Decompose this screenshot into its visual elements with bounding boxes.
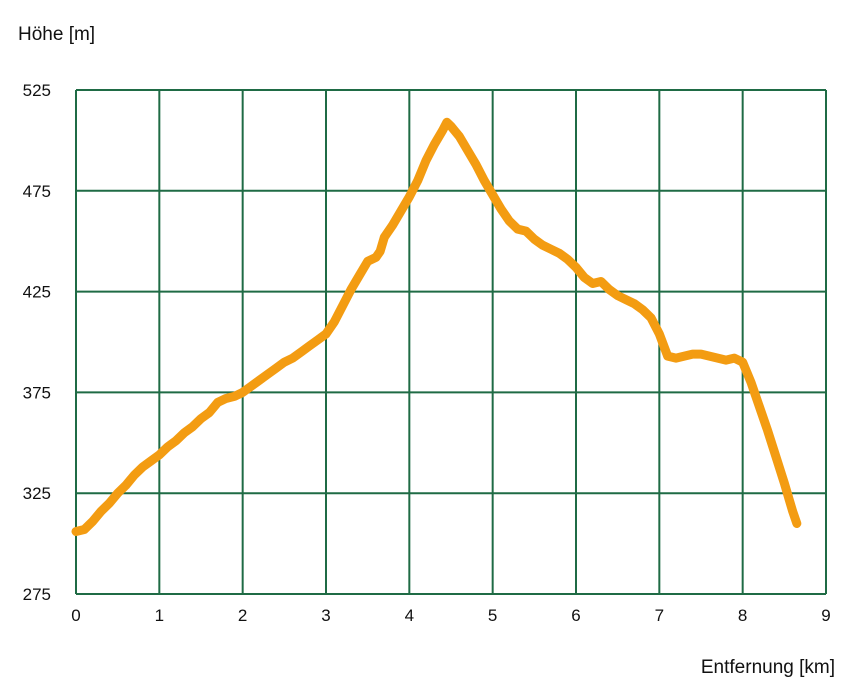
elevation-series-line xyxy=(71,117,802,536)
x-tick-label: 0 xyxy=(71,606,80,625)
x-tick-label: 3 xyxy=(321,606,330,625)
y-tick-label: 275 xyxy=(23,585,51,604)
x-tick-label: 8 xyxy=(738,606,747,625)
y-tick-label: 525 xyxy=(23,81,51,100)
grid-layer xyxy=(75,89,827,595)
x-tick-label: 7 xyxy=(655,606,664,625)
y-axis-title: Höhe [m] xyxy=(18,24,95,45)
x-tick-label: 9 xyxy=(821,606,830,625)
x-tick-label: 6 xyxy=(571,606,580,625)
series-layer xyxy=(71,117,802,536)
y-tick-label: 325 xyxy=(23,484,51,503)
x-tick-label: 1 xyxy=(155,606,164,625)
tick-layer: 0 1 2 3 4 5 6 7 8 9 525 475 425 375 325 275 xyxy=(23,81,831,625)
y-tick-label: 425 xyxy=(23,283,51,302)
y-tick-label: 375 xyxy=(23,383,51,402)
x-axis-title: Entfernung [km] xyxy=(701,657,835,678)
x-tick-label: 2 xyxy=(238,606,247,625)
x-tick-label: 4 xyxy=(405,606,414,625)
y-tick-label: 475 xyxy=(23,182,51,201)
x-tick-label: 5 xyxy=(488,606,497,625)
